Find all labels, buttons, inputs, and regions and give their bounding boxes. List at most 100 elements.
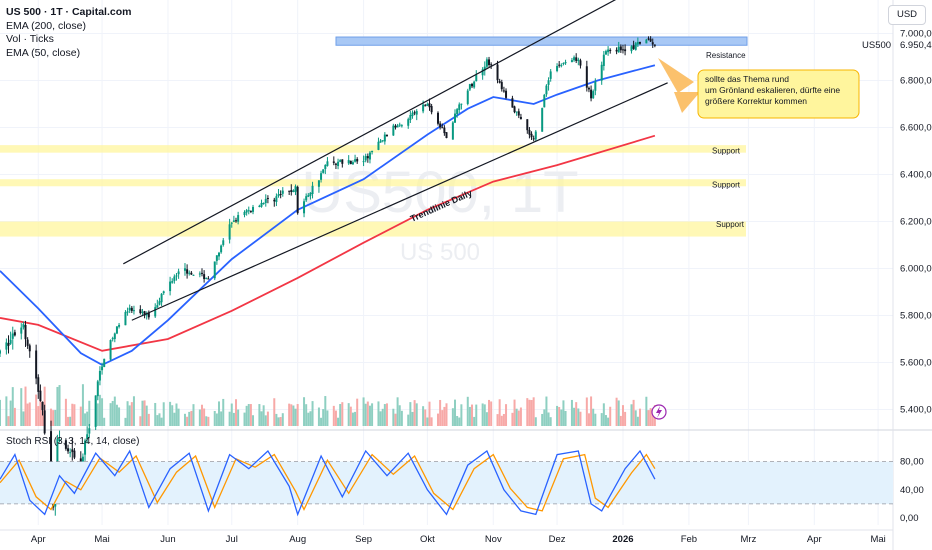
candle-body: [594, 81, 597, 91]
candle-body: [409, 115, 412, 121]
channel-upper-line[interactable]: [123, 0, 640, 265]
volume-bar: [177, 408, 180, 426]
candle-body: [275, 196, 278, 203]
volume-bar: [275, 413, 278, 426]
rsi-legend[interactable]: Stoch RSI (3, 3, 14, 14, close): [6, 436, 140, 447]
volume-bar: [294, 408, 297, 426]
time-tick-label: Apr: [807, 534, 822, 545]
volume-bar: [471, 404, 474, 426]
candle-body: [430, 106, 433, 113]
candle-body: [621, 49, 624, 51]
volume-bar: [454, 399, 457, 426]
candle-body: [86, 434, 89, 440]
volume-bar: [279, 416, 282, 426]
volume-bar: [303, 397, 306, 426]
callout-box[interactable]: [697, 69, 860, 119]
candle-body: [485, 59, 488, 67]
candle-body: [113, 333, 116, 340]
candle-body: [426, 104, 429, 106]
volume-bar: [609, 406, 612, 426]
volume-bar: [322, 409, 325, 426]
volume-bar: [56, 386, 59, 426]
volume-bar: [50, 408, 53, 426]
volume-bar: [396, 397, 399, 426]
candle-body: [230, 222, 233, 224]
volume-bar: [26, 403, 29, 426]
volume-bar: [98, 394, 101, 426]
candle-body: [385, 134, 388, 137]
symbol-title[interactable]: US 500 · 1T · Capital.com: [6, 6, 132, 18]
candle-body: [245, 210, 248, 213]
candle-body: [13, 332, 16, 336]
candle-body: [309, 192, 312, 196]
symbol-tag[interactable]: US500: [862, 40, 891, 51]
candle-body: [443, 127, 446, 134]
volume-bar: [96, 403, 99, 426]
candle-body: [585, 66, 588, 88]
candle-body: [326, 161, 329, 166]
volume-bar: [258, 404, 261, 426]
volume-bar: [562, 400, 565, 426]
volume-bar: [64, 398, 67, 426]
candle-body: [645, 39, 648, 44]
candle-body: [534, 131, 537, 140]
time-tick-label: Apr: [31, 534, 46, 545]
legend-volume[interactable]: Vol · Ticks: [6, 33, 54, 45]
candle-body: [436, 112, 439, 124]
legend-ema50[interactable]: EMA (50, close): [6, 46, 81, 59]
volume-bar: [7, 416, 10, 426]
volume-bar: [460, 404, 463, 426]
price-axis[interactable]: 5.400,00 5.600,00 5.800,00 6.000,00 6.200,00…: [862, 29, 932, 416]
candle-body: [188, 272, 191, 274]
volume-bar: [143, 400, 146, 426]
candle-body: [22, 324, 25, 328]
volume-bar: [515, 408, 518, 426]
volume-bar: [490, 401, 493, 426]
time-tick-label: Okt: [420, 534, 435, 545]
volume-bar: [577, 408, 580, 426]
time-tick-label: Dez: [549, 534, 566, 545]
trend-lines[interactable]: [123, 0, 668, 321]
candle-body: [547, 80, 550, 85]
time-axis[interactable]: Apr Mai Jun Jul Aug Sep Okt Nov Dez 2026 Feb Mrz Apr…: [0, 529, 893, 545]
volume-bar: [220, 411, 223, 426]
candle-body: [562, 63, 565, 65]
volume-bar: [590, 396, 593, 426]
candle-body: [56, 438, 59, 476]
volume-bars: [0, 384, 656, 426]
volume-bar: [260, 411, 263, 426]
candle-body: [215, 255, 218, 261]
candle-body: [624, 49, 627, 52]
volume-bar: [451, 408, 454, 426]
candle-body: [213, 261, 216, 279]
candle-body: [322, 169, 325, 173]
candle-body: [458, 104, 461, 110]
volume-bar: [411, 411, 414, 426]
candle-body: [0, 350, 1, 354]
volume-bar: [273, 398, 276, 426]
volume-bar: [103, 417, 106, 426]
candle-body: [317, 180, 320, 187]
volume-bar: [334, 410, 337, 426]
volume-bar: [173, 412, 176, 426]
candle-body: [481, 69, 484, 76]
candle-body: [252, 206, 255, 212]
volume-bar: [324, 396, 327, 426]
time-tick-label: Nov: [485, 534, 502, 545]
candle-body: [400, 125, 403, 127]
legend-ema200[interactable]: EMA (200, close): [6, 19, 86, 32]
price-tick-label: 6.800,00: [900, 76, 932, 87]
price-tick-label: 6.200,00: [900, 217, 932, 228]
candle-body: [260, 202, 263, 207]
trendline-daily[interactable]: [131, 82, 668, 321]
candle-body: [496, 64, 499, 81]
volume-bar: [543, 409, 546, 426]
candle-body: [439, 123, 442, 128]
candle-body: [460, 103, 463, 105]
time-tick-label: Mrz: [741, 534, 757, 545]
candle-body: [632, 45, 635, 49]
currency-button[interactable]: USD: [888, 5, 926, 25]
volume-bar: [645, 396, 648, 426]
volume-bar: [638, 408, 641, 426]
